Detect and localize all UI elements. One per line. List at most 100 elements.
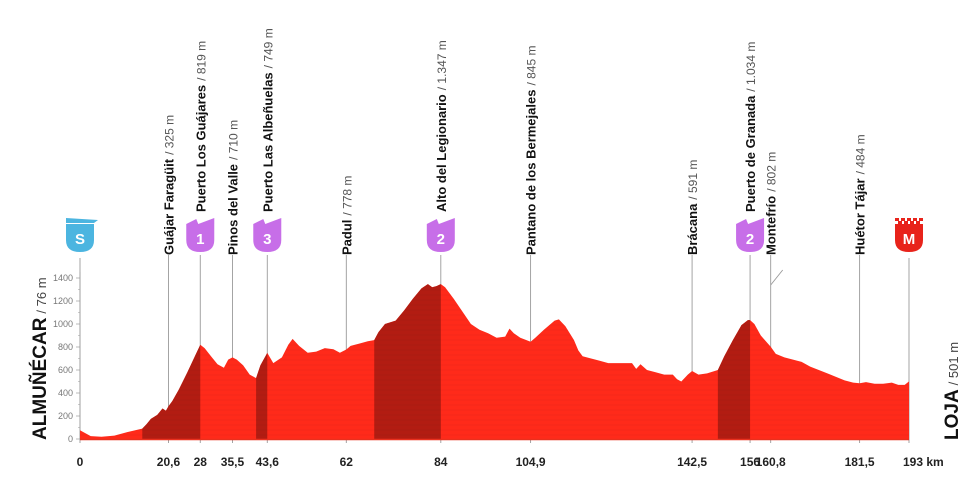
shield-icon bbox=[66, 224, 94, 252]
waypoint-name: Puerto Los Guájares bbox=[193, 85, 208, 212]
flag-notch bbox=[253, 219, 266, 224]
shield-icon bbox=[426, 224, 455, 252]
shield-icon bbox=[186, 224, 215, 252]
waypoint-altitude: / 710 m bbox=[226, 120, 240, 160]
km-label: 156 bbox=[740, 455, 760, 469]
climb-segment bbox=[374, 284, 441, 439]
waypoint-name: Alto del Legionario bbox=[434, 94, 449, 212]
start-town-altitude: / 76 m bbox=[34, 277, 49, 313]
waypoint-label: Puerto de Granada / 1.034 m bbox=[743, 42, 758, 212]
waypoint-name: Puerto Las Albeñuelas bbox=[260, 72, 275, 212]
waypoint-labels: Guájar Faragüit / 325 m Puerto Los Guájare… bbox=[161, 28, 867, 255]
waypoint-label: Alto del Legionario / 1.347 m bbox=[434, 40, 449, 212]
waypoint-label: Brácana / 591 m bbox=[685, 160, 700, 255]
waypoint-altitude: / 325 m bbox=[162, 115, 176, 155]
waypoint-name: Montefrío bbox=[764, 196, 779, 255]
badge-letter: M bbox=[903, 231, 916, 248]
y-tick-label: 1200 bbox=[53, 296, 73, 306]
y-tick-label: 0 bbox=[68, 434, 73, 444]
checker-square bbox=[904, 221, 908, 224]
flag-notch bbox=[426, 219, 439, 224]
badge-letter: 1 bbox=[196, 231, 204, 248]
checker-square bbox=[895, 218, 899, 221]
waypoint-altitude: / 484 m bbox=[854, 134, 868, 174]
start-finish-labels: ALMUÑÉCAR / 76 m LOJA / 501 m bbox=[29, 277, 963, 440]
km-label: 35,5 bbox=[221, 455, 245, 469]
waypoint-altitude: / 1.347 m bbox=[435, 40, 449, 90]
km-label: 0 bbox=[77, 455, 84, 469]
flag-notch bbox=[438, 218, 455, 224]
badges: S M 1 3 2 2 bbox=[66, 218, 923, 252]
shield-icon bbox=[736, 224, 765, 252]
badge-letter: 3 bbox=[263, 231, 271, 248]
connector-line bbox=[770, 269, 784, 286]
waypoint-label: Huétor Tájar / 484 m bbox=[853, 134, 868, 255]
km-label: 43,6 bbox=[256, 455, 280, 469]
y-tick-label: 400 bbox=[58, 388, 73, 398]
waypoint-name: Brácana bbox=[685, 203, 700, 255]
checker-square bbox=[898, 221, 902, 224]
waypoint-altitude: / 802 m bbox=[765, 152, 779, 192]
climb-category-badge: 2 bbox=[426, 218, 455, 252]
climb-segment bbox=[717, 320, 751, 439]
badge-letter: 2 bbox=[746, 231, 754, 248]
finish-town-label: LOJA / 501 m bbox=[942, 342, 963, 440]
checker-square bbox=[916, 221, 920, 224]
waypoint-name: Pinos del Valle bbox=[225, 164, 240, 255]
waypoint-label: Montefrío / 802 m bbox=[764, 152, 779, 255]
start-town-name: ALMUÑÉCAR bbox=[29, 317, 51, 440]
elevation-profile-area bbox=[80, 284, 909, 439]
climb-segment bbox=[256, 352, 268, 439]
climb-segment bbox=[142, 344, 201, 439]
climb-category-badge: 2 bbox=[736, 218, 765, 252]
waypoint-altitude: / 1.034 m bbox=[744, 42, 758, 92]
km-label: 142,5 bbox=[677, 455, 707, 469]
checker-square bbox=[907, 218, 911, 221]
waypoint-name: Huétor Tájar bbox=[853, 178, 868, 255]
waypoint-label: Puerto Las Albeñuelas / 749 m bbox=[260, 28, 275, 212]
km-label: 193 km bbox=[903, 455, 944, 469]
climb-category-badge: 3 bbox=[253, 218, 282, 252]
flag-notch bbox=[198, 218, 215, 224]
waypoint-label: Puerto Los Guájares / 819 m bbox=[193, 41, 208, 212]
km-label: 160,8 bbox=[756, 455, 786, 469]
waypoint-name: Puerto de Granada bbox=[743, 95, 758, 212]
y-tick-label: 800 bbox=[58, 342, 73, 352]
flag-notch bbox=[748, 218, 765, 224]
badge-letter: S bbox=[75, 231, 85, 248]
y-tick-label: 1000 bbox=[53, 319, 73, 329]
km-label: 20,6 bbox=[157, 455, 181, 469]
waypoint-label: Guájar Faragüit / 325 m bbox=[161, 115, 176, 255]
km-label: 181,5 bbox=[845, 455, 875, 469]
waypoint-label: Pantano de los Bermejales / 845 m bbox=[524, 46, 539, 255]
finish-badge: M bbox=[895, 218, 923, 252]
start-flag-icon bbox=[66, 218, 98, 223]
checker-square bbox=[919, 218, 923, 221]
shield-icon bbox=[253, 224, 282, 252]
waypoint-label: Padul / 778 m bbox=[339, 176, 354, 255]
waypoint-name: Guájar Faragüit bbox=[161, 158, 176, 255]
km-label: 104,9 bbox=[516, 455, 546, 469]
waypoint-name: Padul bbox=[339, 220, 354, 255]
badge-letter: 2 bbox=[437, 231, 445, 248]
y-tick-label: 1400 bbox=[53, 273, 73, 283]
y-tick-label: 200 bbox=[58, 411, 73, 421]
km-label: 28 bbox=[194, 455, 208, 469]
start-badge: S bbox=[66, 218, 98, 252]
finish-town-altitude: / 501 m bbox=[946, 342, 961, 385]
flag-notch bbox=[736, 219, 749, 224]
km-label: 84 bbox=[434, 455, 448, 469]
waypoint-label: Pinos del Valle / 710 m bbox=[225, 120, 240, 255]
waypoint-altitude: / 778 m bbox=[340, 176, 354, 216]
climb-segments bbox=[142, 284, 751, 439]
shield-icon bbox=[895, 224, 923, 252]
checker-square bbox=[913, 218, 917, 221]
waypoint-altitude: / 845 m bbox=[525, 46, 539, 86]
waypoint-name: Pantano de los Bermejales bbox=[524, 90, 539, 255]
waypoint-altitude: / 819 m bbox=[194, 41, 208, 81]
waypoint-altitude: / 591 m bbox=[686, 160, 700, 200]
waypoint-altitude: / 749 m bbox=[261, 28, 275, 68]
flag-notch bbox=[265, 218, 282, 224]
